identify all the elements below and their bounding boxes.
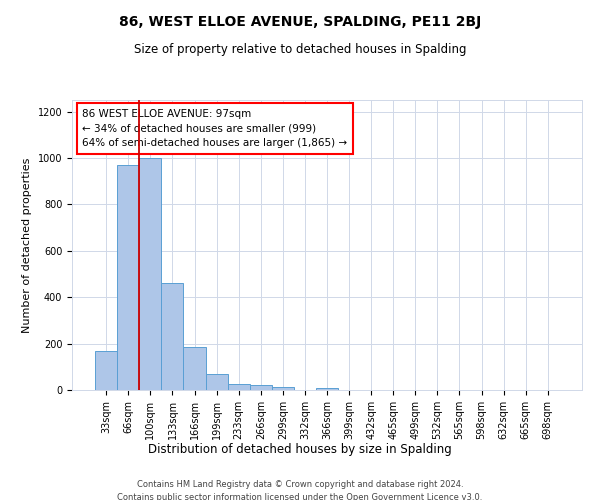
Bar bbox=[250, 386, 272, 390]
Bar bbox=[117, 165, 139, 390]
Bar bbox=[272, 386, 294, 390]
Bar bbox=[161, 284, 184, 390]
Text: Size of property relative to detached houses in Spalding: Size of property relative to detached ho… bbox=[134, 42, 466, 56]
Bar bbox=[95, 350, 117, 390]
Text: Contains HM Land Registry data © Crown copyright and database right 2024.
Contai: Contains HM Land Registry data © Crown c… bbox=[118, 480, 482, 500]
Bar bbox=[139, 158, 161, 390]
Y-axis label: Number of detached properties: Number of detached properties bbox=[22, 158, 32, 332]
Text: 86, WEST ELLOE AVENUE, SPALDING, PE11 2BJ: 86, WEST ELLOE AVENUE, SPALDING, PE11 2B… bbox=[119, 15, 481, 29]
Bar bbox=[227, 384, 250, 390]
Bar bbox=[316, 388, 338, 390]
Text: Distribution of detached houses by size in Spalding: Distribution of detached houses by size … bbox=[148, 442, 452, 456]
Bar bbox=[184, 347, 206, 390]
Text: 86 WEST ELLOE AVENUE: 97sqm
← 34% of detached houses are smaller (999)
64% of se: 86 WEST ELLOE AVENUE: 97sqm ← 34% of det… bbox=[82, 108, 347, 148]
Bar bbox=[206, 374, 227, 390]
